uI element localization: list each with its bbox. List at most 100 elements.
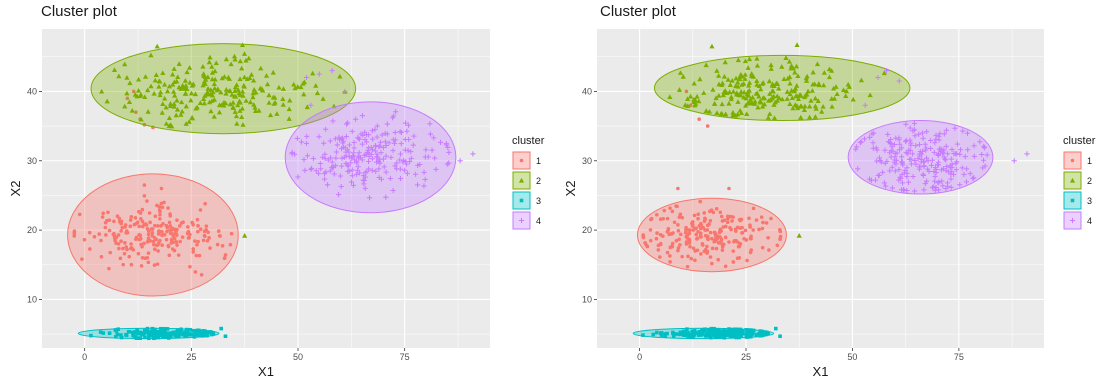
cluster-1-point xyxy=(167,220,172,225)
cluster-2-point xyxy=(746,56,753,62)
cluster-2-point xyxy=(829,96,835,101)
cluster-1-point xyxy=(718,210,723,215)
cluster-2-point xyxy=(833,84,839,89)
cluster-3-point xyxy=(714,335,718,340)
cluster-1-point xyxy=(146,229,151,233)
cluster-1-point xyxy=(136,251,141,256)
cluster-4-point xyxy=(338,183,344,190)
cluster-4-point xyxy=(324,182,331,188)
cluster-4-point xyxy=(349,128,355,135)
cluster-2-point xyxy=(218,89,224,95)
cluster-3-point xyxy=(152,333,157,338)
cluster-4-point xyxy=(925,166,931,172)
cluster-4-point xyxy=(362,174,369,180)
cluster-2-point xyxy=(834,91,840,97)
cluster-4-point xyxy=(423,147,429,153)
cluster-1-point xyxy=(735,225,740,230)
cluster-4-point xyxy=(912,133,918,139)
cluster-4-point xyxy=(392,129,398,136)
cluster-4-point xyxy=(320,154,326,160)
cluster-1-point xyxy=(668,254,672,258)
cluster-1-point xyxy=(740,230,745,235)
cluster-3-point xyxy=(746,335,750,339)
cluster-2-point xyxy=(756,83,762,89)
cluster-4-point xyxy=(892,150,898,157)
cluster-4-point xyxy=(896,78,902,84)
cluster-2-point xyxy=(787,80,793,86)
cluster-2-point xyxy=(767,111,773,116)
cluster-2-point xyxy=(244,76,250,82)
cluster-4-point xyxy=(899,160,906,166)
legend-title: cluster xyxy=(512,135,545,147)
cluster-2-point xyxy=(178,99,185,105)
cluster-4-point xyxy=(957,147,964,153)
cluster-1-point xyxy=(164,237,169,242)
cluster-2-point xyxy=(184,86,190,92)
cluster-1-point xyxy=(665,250,670,255)
cluster-1-point xyxy=(191,247,196,251)
cluster-4-point xyxy=(943,168,949,174)
cluster-4-point xyxy=(444,161,450,167)
cluster-1-point xyxy=(122,251,127,256)
cluster-2-point xyxy=(223,90,229,96)
cluster-3-point xyxy=(686,331,691,335)
cluster-3-point xyxy=(178,328,183,333)
cluster-1-point xyxy=(151,239,156,244)
cluster-1-point xyxy=(699,221,703,226)
cluster-1-point xyxy=(99,254,104,259)
cluster-4-point xyxy=(925,158,931,164)
cluster-1-point xyxy=(678,212,683,217)
cluster-4-point xyxy=(346,168,352,174)
cluster-1-point xyxy=(116,233,121,237)
cluster-4-point xyxy=(390,187,396,194)
cluster-2-point xyxy=(812,114,818,119)
cluster-1-point xyxy=(676,186,680,191)
cluster-1-point xyxy=(107,228,112,233)
cluster-4-point xyxy=(898,175,904,182)
plot-panel xyxy=(597,29,1044,348)
cluster-1-point xyxy=(104,233,108,237)
cluster-3-point xyxy=(651,332,656,337)
cluster-1-point xyxy=(151,242,156,247)
cluster-2-point xyxy=(182,78,188,83)
cluster-2-point xyxy=(239,65,245,71)
legend-label-3: 3 xyxy=(1087,196,1092,206)
cluster-2-point xyxy=(742,58,749,64)
cluster-2-point xyxy=(206,59,212,65)
cluster-1-series xyxy=(636,89,787,273)
cluster-2-point xyxy=(156,78,162,84)
cluster-3-point xyxy=(778,334,782,339)
cluster-1-point xyxy=(129,262,134,267)
cluster-1-point xyxy=(191,250,196,254)
cluster-4-point xyxy=(910,151,916,157)
cluster-1-point xyxy=(714,233,718,237)
cluster-2-point xyxy=(795,73,801,79)
cluster-2-point xyxy=(784,89,790,94)
cluster-2-point xyxy=(208,87,214,92)
cluster-4-point xyxy=(931,150,937,156)
cluster-1-point xyxy=(149,227,154,231)
cluster-3-point xyxy=(107,331,112,335)
cluster-4-point xyxy=(962,154,968,160)
y-tick-label: 10 xyxy=(27,294,37,304)
cluster-4-point xyxy=(855,166,861,172)
cluster-1-point xyxy=(186,225,190,229)
cluster-2-point xyxy=(232,56,238,62)
cluster-2-point xyxy=(803,75,809,81)
cluster-2-point xyxy=(280,96,286,102)
cluster-1-point xyxy=(158,212,162,217)
cluster-2-point xyxy=(183,83,189,88)
cluster-4-point xyxy=(383,153,389,159)
cluster-2-point xyxy=(209,76,215,82)
cluster-4-point xyxy=(355,164,361,170)
cluster-1-point xyxy=(769,216,773,221)
cluster-4-point xyxy=(365,147,371,154)
cluster-2-series xyxy=(653,42,911,238)
cluster-1-point xyxy=(716,241,721,245)
cluster-1-point xyxy=(725,220,730,225)
cluster-4-ellipse xyxy=(847,120,994,195)
cluster-2-point xyxy=(187,79,193,85)
cluster-1-point xyxy=(690,221,694,226)
cluster-2-point xyxy=(787,101,793,107)
cluster-4-point xyxy=(342,88,348,95)
